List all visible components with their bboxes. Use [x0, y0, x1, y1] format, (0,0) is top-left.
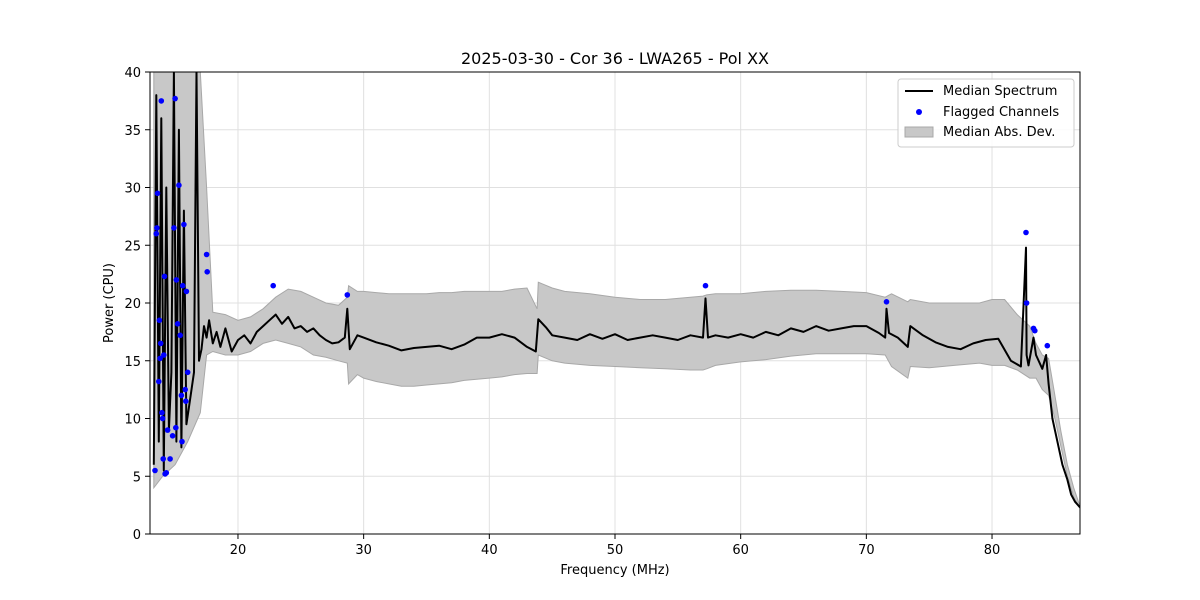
- flagged-channel-point: [171, 225, 177, 231]
- x-tick-label: 40: [481, 543, 498, 558]
- mad-band: [153, 72, 1080, 509]
- median-spectrum-line: [152, 72, 1080, 509]
- legend-mad-label: Median Abs. Dev.: [943, 125, 1055, 140]
- legend-mad-swatch: [904, 126, 934, 138]
- flagged-channel-point: [174, 321, 181, 327]
- x-tick-label: 20: [230, 543, 247, 558]
- x-axis-title: Frequency (MHz): [560, 563, 669, 578]
- flagged-channel-point: [169, 433, 176, 439]
- x-tick-label: 80: [984, 543, 1001, 558]
- legend-flagged-swatch: [916, 109, 922, 115]
- flagged-channel-point: [883, 299, 890, 305]
- y-tick-label: 30: [124, 182, 141, 197]
- flagged-channel-point: [184, 369, 191, 376]
- flagged-channel-point: [1023, 229, 1029, 236]
- y-tick-label: 25: [124, 239, 141, 254]
- y-tick-label: 0: [133, 528, 141, 543]
- flagged-channel-point: [179, 438, 185, 445]
- y-tick-label: 20: [124, 297, 141, 312]
- y-tick-label: 40: [124, 66, 141, 81]
- flagged-channel-point: [1032, 327, 1038, 334]
- legend-frame: [897, 78, 1075, 148]
- flagged-channel-point: [157, 355, 163, 362]
- flagged-channel-point: [156, 317, 163, 324]
- y-tick-label: 15: [124, 355, 141, 370]
- flagged-channel-point: [172, 95, 178, 102]
- legend-median-label: Median Spectrum: [943, 84, 1057, 99]
- flagged-channel-point: [159, 415, 166, 422]
- flagged-channel-point: [179, 282, 186, 289]
- flagged-channel-point: [156, 378, 162, 385]
- flagged-channel-point: [160, 456, 166, 462]
- flagged-channel-point: [157, 340, 164, 347]
- flagged-channel-point: [344, 292, 351, 298]
- flagged-channel-point: [183, 288, 190, 295]
- flagged-channel-point: [173, 277, 180, 283]
- flagged-channel-point: [161, 273, 168, 280]
- flagged-channel-point: [164, 427, 171, 433]
- flagged-channel-point: [152, 467, 158, 474]
- flagged-channel-point: [158, 98, 165, 104]
- plot-area: [152, 72, 1080, 509]
- flagged-channel-point: [270, 282, 277, 289]
- flagged-channel-point: [702, 282, 709, 289]
- legend-flagged-label: Flagged Channels: [943, 105, 1059, 120]
- y-tick-label: 10: [124, 413, 141, 428]
- y-tick-label: 35: [124, 124, 141, 139]
- flagged-channel-point: [159, 409, 165, 416]
- flagged-channel-point: [163, 470, 170, 476]
- chart-title: 2025-03-30 - Cor 36 - LWA265 - Pol XX: [461, 49, 769, 68]
- flagged-channel-point: [1044, 342, 1051, 349]
- flagged-channel-point: [177, 332, 183, 339]
- flagged-channel-point: [161, 352, 167, 358]
- y-tick-label: 5: [133, 470, 141, 485]
- flagged-channel-point: [173, 424, 179, 431]
- flagged-channel-point: [182, 386, 188, 393]
- x-tick-label: 30: [355, 543, 372, 558]
- x-tick-label: 70: [858, 543, 875, 558]
- x-tick-label: 60: [732, 543, 749, 558]
- flagged-channel-point: [154, 225, 160, 231]
- flagged-channel-point: [176, 182, 182, 188]
- y-axis-title: Power (CPU): [102, 263, 117, 343]
- flagged-channel-point: [183, 398, 189, 405]
- flagged-channel-point: [203, 251, 210, 258]
- axis-ticks: 20 30 40 50 60 70 80 0 5 10 15 20 25 30 35 40: [124, 66, 1000, 558]
- flagged-channel-point: [181, 221, 187, 228]
- flagged-channel-point: [204, 269, 210, 275]
- flagged-channel-point: [178, 392, 185, 399]
- flagged-channel-point: [1023, 300, 1030, 306]
- flagged-channel-point: [167, 456, 173, 462]
- flagged-channel-point: [154, 190, 161, 197]
- x-tick-label: 50: [607, 543, 624, 558]
- flagged-channel-point: [153, 230, 160, 237]
- legend: Median Spectrum Flagged Channels Median …: [897, 78, 1075, 148]
